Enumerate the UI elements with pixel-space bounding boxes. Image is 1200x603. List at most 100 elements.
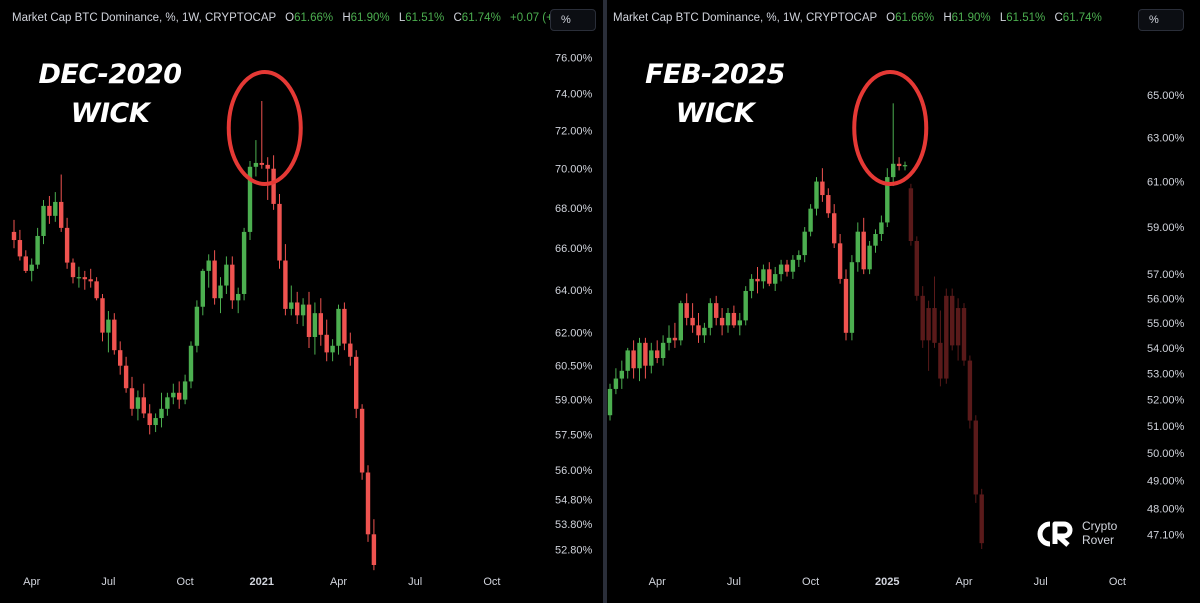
low-value: 61.51% (1006, 12, 1046, 24)
candle-body (749, 278, 754, 291)
candle-body (607, 388, 613, 416)
y-tick-label: 48.00% (1147, 504, 1185, 516)
candle-body (867, 245, 872, 270)
candle-body (767, 269, 772, 284)
candle-body (348, 343, 353, 357)
candle-body (165, 397, 170, 409)
close-value: 61.74% (461, 12, 501, 24)
y-tick-label: 50.00% (1147, 448, 1185, 460)
panel-divider[interactable] (603, 0, 607, 603)
open-value: 61.66% (294, 12, 334, 24)
candle-body (230, 264, 235, 301)
projection-candle (932, 308, 937, 343)
highlight-ellipse (852, 70, 929, 186)
right-chart-panel[interactable]: Market Cap BTC Dominance, %, 1W, CRYPTOC… (607, 0, 1200, 603)
projection-candle (938, 342, 943, 379)
candle-body (11, 231, 17, 241)
candle-body (336, 308, 341, 346)
candle-body (826, 195, 831, 214)
projection-candle (967, 360, 973, 421)
x-tick-label: Oct (483, 576, 500, 588)
candle-body (755, 278, 760, 282)
candle-body (247, 166, 253, 232)
close-key: C (453, 12, 462, 24)
left-chart-panel[interactable]: Market Cap BTC Dominance, %, 1W, CRYPTOC… (0, 0, 603, 603)
x-tick-label: Apr (330, 576, 347, 588)
candle-body (861, 231, 866, 270)
candle-body (737, 320, 742, 326)
candle-body (660, 342, 666, 359)
candle-body (784, 264, 790, 272)
candle-body (271, 168, 276, 204)
y-tick-label: 52.00% (1147, 394, 1185, 406)
candle-body (177, 392, 182, 400)
candle-body (141, 397, 146, 414)
y-tick-label: 76.00% (555, 53, 593, 65)
candle-body (53, 201, 58, 216)
candle-body (76, 277, 82, 279)
close-value: 61.74% (1062, 12, 1102, 24)
low-key: L (398, 12, 406, 24)
candle-body (814, 181, 819, 209)
projection-candle (973, 420, 978, 495)
candle-body (802, 231, 807, 256)
candle-body (879, 222, 884, 235)
candle-body (295, 302, 300, 316)
y-tick-label: 47.10% (1147, 529, 1185, 541)
candle-body (123, 365, 129, 389)
candle-body (725, 312, 731, 326)
candle-body (289, 302, 294, 309)
candle-body (171, 392, 176, 398)
open-value: 61.66% (895, 12, 935, 24)
projection-candle (979, 494, 984, 544)
candle-body (371, 534, 377, 565)
percent-scale-button[interactable]: % (1138, 9, 1184, 31)
high-key: H (943, 12, 952, 24)
y-tick-label: 59.00% (555, 395, 593, 407)
y-tick-label: 66.00% (555, 243, 593, 255)
open-key: O (285, 12, 295, 24)
candle-body (855, 231, 860, 263)
high-key: H (342, 12, 351, 24)
y-tick-label: 51.00% (1147, 421, 1185, 433)
candle-body (241, 231, 247, 294)
candle-body (631, 350, 636, 369)
candle-body (885, 177, 890, 223)
candle-body (696, 325, 701, 336)
y-tick-label: 60.50% (555, 361, 593, 373)
candle-body (619, 370, 624, 379)
y-tick-label: 61.00% (1147, 177, 1185, 189)
low-value: 61.51% (405, 12, 445, 24)
candle-body (82, 277, 87, 280)
y-tick-label: 49.00% (1147, 475, 1185, 487)
candle-body (94, 281, 99, 299)
y-tick-label: 53.80% (555, 519, 593, 531)
candle-body (359, 408, 365, 473)
candle-body (106, 319, 111, 333)
candle-body (719, 317, 725, 326)
candle-body (743, 290, 748, 321)
candle-body (265, 164, 270, 169)
annotation-line-1: DEC-2020 (38, 59, 182, 90)
candle-body (365, 472, 371, 535)
percent-scale-button[interactable]: % (550, 9, 596, 31)
candle-body (236, 293, 241, 301)
y-tick-label: 64.00% (555, 285, 593, 297)
candle-body (690, 317, 695, 326)
candle-body (324, 334, 329, 353)
crypto-rover-logo-icon (1037, 521, 1073, 547)
candle-body (188, 345, 194, 382)
candle-body (731, 312, 737, 326)
candle-body (194, 306, 200, 346)
candle-body (666, 337, 672, 343)
symbol-label: Market Cap BTC Dominance, %, 1W, CRYPTOC… (613, 12, 877, 24)
candle-body (35, 235, 40, 265)
x-tick-label: Jul (727, 576, 741, 588)
x-tick-label: Oct (1109, 576, 1126, 588)
symbol-label: Market Cap BTC Dominance, %, 1W, CRYPTOC… (12, 12, 276, 24)
candle-body (708, 303, 713, 328)
x-tick-label: Apr (649, 576, 666, 588)
projection-candle (908, 188, 914, 242)
candle-body (306, 304, 312, 337)
candle-body (649, 350, 654, 366)
